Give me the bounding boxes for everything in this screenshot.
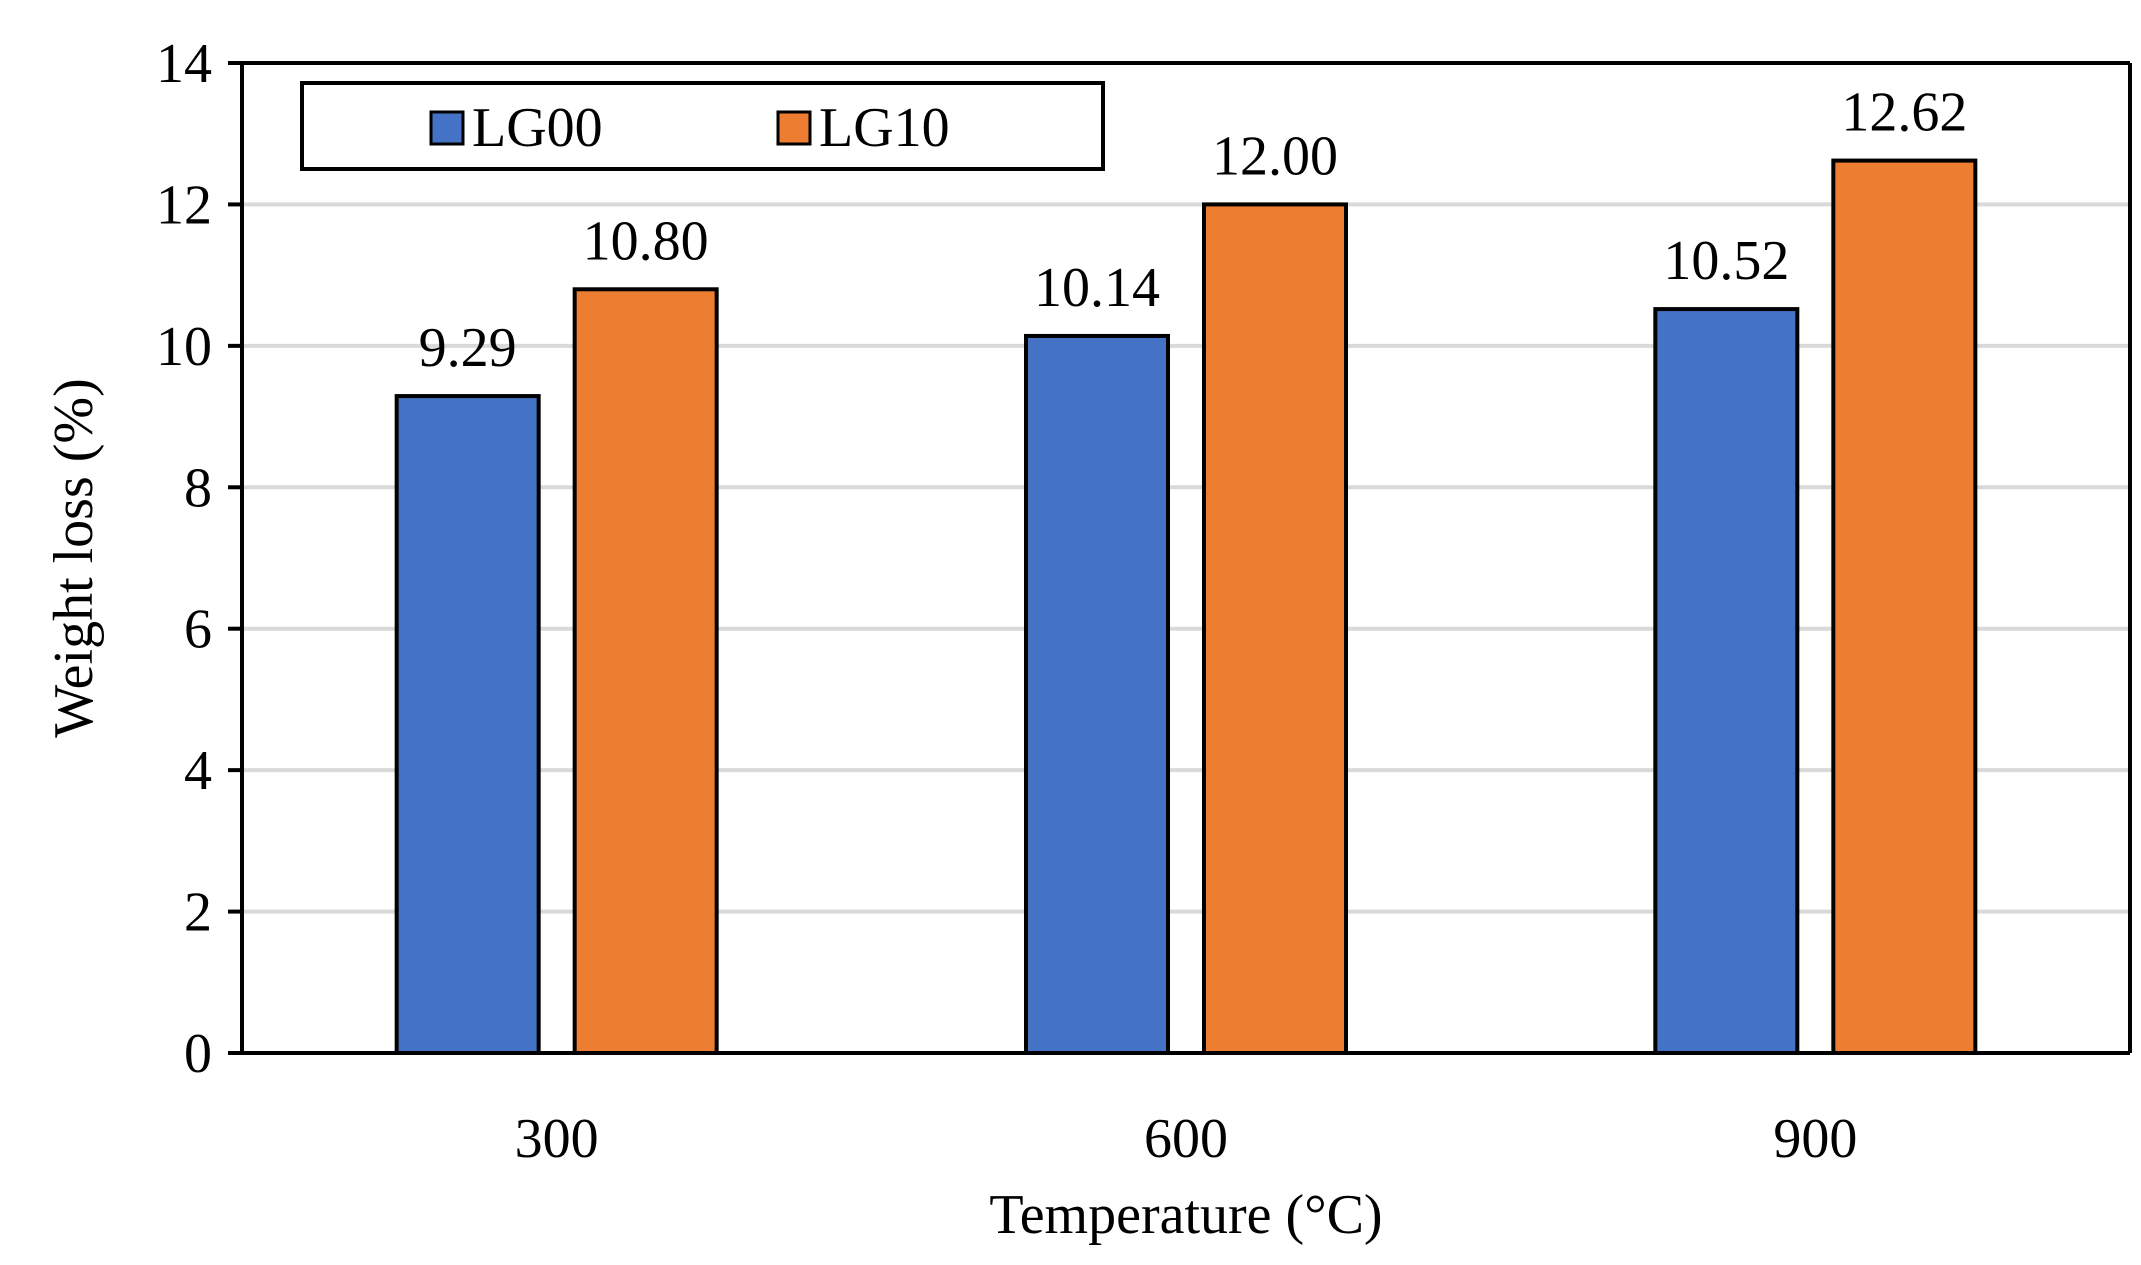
legend-label-lg00: LG00 <box>472 97 603 159</box>
data-labels: 9.29 10.80 10.14 12.00 10.52 12.62 <box>419 82 1968 379</box>
legend: LG00 LG10 <box>300 81 1105 171</box>
data-label-lg10-300: 10.80 <box>583 210 709 272</box>
data-label-lg10-600: 12.00 <box>1212 125 1338 187</box>
x-tick-label: 600 <box>1144 1108 1228 1170</box>
y-tick-label: 10 <box>156 316 212 378</box>
x-tick-label: 300 <box>515 1108 599 1170</box>
y-tick-label: 14 <box>156 33 212 95</box>
y-tick-label: 8 <box>184 457 212 519</box>
y-axis-ticks: 0 2 4 6 8 10 12 14 <box>156 33 242 1085</box>
data-label-lg00-600: 10.14 <box>1034 257 1160 319</box>
y-tick-label: 0 <box>184 1023 212 1085</box>
y-tick-label: 4 <box>184 740 212 802</box>
x-axis-title: Temperature (°C) <box>989 1184 1382 1246</box>
data-label-lg00-900: 10.52 <box>1663 230 1789 292</box>
x-axis-ticks: 300 600 900 <box>515 1108 1858 1170</box>
bar-lg00-900 <box>1653 307 1800 1056</box>
bar-lg10-900 <box>1831 158 1978 1056</box>
data-label-lg10-900: 12.62 <box>1841 82 1967 144</box>
legend-swatch-lg10 <box>776 110 812 146</box>
y-tick-label: 6 <box>184 599 212 661</box>
bar-lg00-600 <box>1024 333 1170 1055</box>
x-tick-label: 900 <box>1773 1108 1857 1170</box>
y-tick-label: 2 <box>184 882 212 944</box>
legend-swatch-lg00 <box>429 110 465 146</box>
bar-lg00-300 <box>394 394 541 1056</box>
bar-lg10-300 <box>572 287 719 1055</box>
bar-lg10-600 <box>1202 202 1348 1055</box>
legend-label-lg10: LG10 <box>819 97 950 159</box>
data-label-lg00-300: 9.29 <box>419 317 517 379</box>
legend-box <box>300 81 1105 171</box>
y-axis-title: Weight loss (%) <box>43 378 105 737</box>
y-tick-label: 12 <box>156 174 212 236</box>
